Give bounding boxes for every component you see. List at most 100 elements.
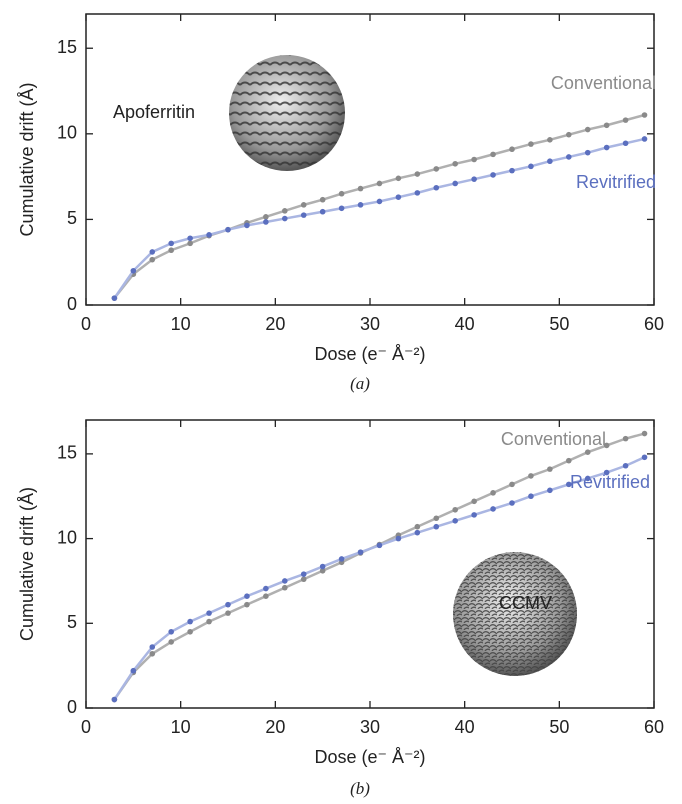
data-point — [282, 584, 288, 591]
data-point — [509, 146, 515, 153]
data-point — [111, 295, 118, 301]
y-tick-label: 10 — [57, 527, 77, 547]
data-point — [130, 667, 137, 674]
data-point — [509, 481, 515, 488]
data-point — [641, 112, 648, 118]
annotation: Apoferritin — [113, 102, 195, 122]
data-point — [471, 498, 477, 505]
data-point — [641, 430, 648, 437]
data-point — [149, 249, 156, 255]
data-point — [603, 469, 610, 476]
data-point — [338, 205, 345, 212]
data-point — [414, 171, 421, 177]
plot-frame — [85, 13, 655, 306]
data-point — [168, 247, 174, 254]
data-point — [547, 487, 553, 494]
data-point — [452, 506, 459, 513]
data-point — [471, 512, 477, 518]
data-point — [471, 176, 477, 182]
y-axis-label: Cumulative drift (Å) — [17, 487, 37, 641]
x-tick-label: 0 — [81, 717, 91, 737]
data-point — [603, 442, 610, 449]
data-point — [622, 140, 629, 147]
x-tick-label: 30 — [360, 717, 380, 737]
caption: (b) — [350, 779, 370, 798]
y-tick-label: 15 — [57, 443, 77, 463]
data-point — [490, 490, 496, 496]
data-point — [395, 535, 402, 542]
data-point — [357, 549, 364, 555]
data-point — [149, 644, 156, 650]
x-axis-label: Dose (e⁻ Å⁻²) — [314, 344, 425, 364]
data-point — [490, 151, 496, 158]
legend-label: Conventional — [501, 429, 606, 449]
x-tick-label: 50 — [549, 314, 569, 334]
data-point — [584, 475, 591, 482]
data-point — [168, 639, 174, 645]
data-point — [376, 198, 383, 205]
data-point — [263, 585, 269, 592]
data-point — [244, 222, 250, 229]
data-point — [168, 628, 174, 635]
data-point — [263, 593, 269, 599]
y-tick-label: 0 — [67, 697, 77, 717]
data-point — [149, 650, 156, 657]
data-point — [509, 167, 515, 174]
y-tick-label: 0 — [67, 294, 77, 314]
legend-label: Conventional — [551, 73, 656, 93]
data-point — [319, 196, 326, 203]
molecule-image — [229, 55, 345, 171]
data-point — [225, 601, 231, 608]
data-point — [452, 180, 459, 187]
data-point — [225, 226, 231, 233]
data-point — [338, 190, 345, 197]
legend-label: Revitrified — [576, 172, 656, 192]
data-point — [225, 610, 231, 616]
data-point — [187, 240, 193, 247]
x-tick-label: 20 — [265, 717, 285, 737]
data-point — [300, 576, 307, 583]
x-tick-label: 10 — [171, 314, 191, 334]
data-point — [357, 185, 364, 192]
annotation: CCMV — [499, 593, 552, 613]
data-point — [376, 542, 383, 549]
data-point — [452, 160, 459, 167]
data-point — [395, 194, 402, 200]
data-point — [263, 214, 269, 220]
data-point — [528, 493, 534, 500]
data-point — [490, 506, 496, 512]
data-point — [547, 158, 553, 165]
data-point — [244, 601, 250, 608]
data-point — [622, 435, 629, 442]
data-point — [433, 184, 440, 191]
data-point — [566, 457, 572, 464]
data-point — [414, 529, 421, 536]
data-point — [319, 208, 326, 215]
data-point — [357, 202, 364, 208]
caption: (a) — [350, 374, 370, 393]
data-point — [244, 593, 250, 599]
x-axis-label: Dose (e⁻ Å⁻²) — [314, 747, 425, 767]
y-tick-label: 15 — [57, 37, 77, 57]
data-point — [641, 454, 648, 461]
data-point — [452, 518, 459, 524]
x-tick-label: 20 — [265, 314, 285, 334]
data-point — [547, 137, 553, 143]
data-point — [300, 202, 307, 208]
y-tick-label: 5 — [67, 612, 77, 632]
data-point — [111, 696, 118, 703]
data-point — [282, 215, 288, 222]
y-tick-label: 10 — [57, 123, 77, 143]
data-point — [566, 131, 572, 138]
data-point — [300, 571, 307, 577]
data-point — [282, 578, 288, 584]
x-tick-label: 0 — [81, 314, 91, 334]
data-point — [566, 481, 572, 488]
x-tick-label: 50 — [549, 717, 569, 737]
data-point — [187, 235, 193, 242]
data-point — [584, 126, 591, 133]
data-point — [528, 163, 534, 170]
data-point — [528, 141, 534, 147]
data-point — [414, 190, 421, 196]
